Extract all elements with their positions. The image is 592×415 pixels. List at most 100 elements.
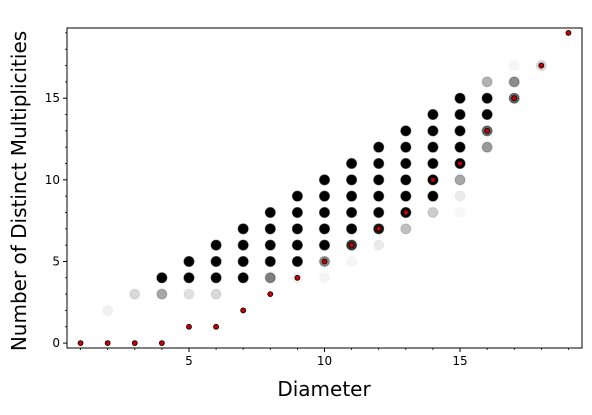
gray-data-point	[237, 272, 249, 284]
ticks-layer: 5 10 15 0 5 10 15	[45, 32, 569, 368]
gray-data-point	[156, 272, 168, 284]
gray-data-point	[400, 125, 412, 137]
red-data-point	[321, 258, 328, 265]
gray-data-point	[237, 239, 249, 251]
gray-data-point	[427, 158, 439, 170]
gray-data-point	[183, 288, 195, 300]
red-data-point	[294, 274, 301, 281]
red-data-point	[484, 127, 491, 134]
gray-data-point	[508, 76, 520, 88]
x-tick-label: 10	[317, 354, 332, 368]
gray-data-point	[509, 60, 520, 71]
gray-data-point	[454, 174, 466, 186]
x-axis-label: Diameter	[277, 377, 371, 401]
gray-data-point	[481, 76, 493, 88]
red-data-point	[267, 291, 274, 298]
red-data-point	[538, 62, 545, 69]
gray-data-point	[346, 206, 358, 218]
gray-data-point	[427, 125, 439, 137]
gray-data-point	[373, 206, 385, 218]
gray-data-point	[319, 190, 330, 202]
gray-data-point	[454, 109, 466, 121]
gray-data-point	[291, 190, 303, 202]
gray-data-point	[454, 141, 466, 153]
gray-data-point	[102, 305, 113, 316]
red-data-point	[430, 176, 436, 183]
red-data-point	[511, 95, 518, 102]
gray-data-point	[481, 141, 493, 153]
red-data-point	[158, 340, 165, 347]
gray-data-point	[346, 174, 358, 186]
gray-data-point	[210, 239, 222, 251]
red-data-point	[565, 29, 572, 36]
gray-data-point	[346, 190, 358, 202]
gray-data-point	[129, 288, 141, 300]
red-data-point	[104, 340, 111, 347]
gray-data-point	[454, 125, 466, 137]
gray-data-point	[183, 272, 195, 284]
x-tick-label: 15	[452, 354, 467, 368]
gray-data-point	[346, 223, 358, 235]
gray-data-point	[210, 288, 222, 300]
red-data-point	[348, 242, 355, 249]
gray-data-point	[427, 190, 439, 202]
gray-data-point	[400, 190, 412, 202]
y-tick-label: 5	[52, 254, 60, 268]
gray-data-point	[319, 239, 330, 251]
gray-data-point	[210, 255, 222, 267]
red-data-point	[457, 160, 463, 167]
gray-data-point	[264, 223, 276, 235]
y-axis-label: Number of Distinct Multiplicities	[7, 31, 31, 351]
red-data-point	[402, 209, 409, 216]
points-layer	[77, 29, 572, 347]
gray-data-point	[319, 223, 330, 235]
gray-data-point	[346, 158, 358, 170]
plot-frame	[66, 27, 583, 349]
gray-data-point	[400, 158, 412, 170]
gray-data-point	[454, 92, 466, 104]
gray-data-point	[264, 206, 276, 218]
gray-data-point	[237, 223, 249, 235]
y-tick-label: 15	[45, 91, 60, 105]
red-data-point	[186, 323, 192, 330]
x-tick-label: 5	[185, 354, 193, 368]
red-data-point	[213, 323, 219, 330]
gray-data-point	[156, 288, 168, 300]
gray-data-point	[481, 92, 493, 104]
gray-data-point	[346, 256, 357, 267]
gray-data-point	[373, 239, 385, 251]
gray-data-point	[454, 190, 466, 202]
gray-data-point	[427, 206, 439, 218]
y-tick-label: 10	[45, 173, 60, 187]
gray-data-point	[210, 272, 222, 284]
gray-data-point	[427, 141, 439, 153]
gray-data-point	[291, 255, 303, 267]
gray-data-point	[400, 223, 412, 235]
gray-data-point	[455, 207, 465, 217]
gray-data-point	[264, 239, 276, 251]
gray-data-point	[264, 255, 276, 267]
gray-data-point	[373, 190, 385, 202]
gray-data-point	[400, 141, 412, 153]
gray-data-point	[291, 206, 303, 218]
y-tick-label: 0	[52, 336, 60, 350]
gray-data-point	[373, 158, 385, 170]
axes-layer	[66, 27, 583, 349]
gray-data-point	[319, 206, 330, 218]
gray-data-point	[319, 174, 330, 186]
gray-data-point	[291, 223, 303, 235]
red-data-point	[375, 225, 382, 232]
red-data-point	[240, 307, 247, 314]
gray-data-point	[319, 272, 330, 283]
gray-data-point	[427, 109, 439, 121]
gray-data-point	[237, 255, 249, 267]
gray-data-point	[291, 239, 303, 251]
gray-data-point	[183, 255, 195, 267]
gray-data-point	[400, 174, 412, 186]
gray-data-point	[373, 174, 385, 186]
gray-data-point	[373, 141, 385, 153]
red-data-point	[77, 340, 84, 347]
gray-data-point	[264, 272, 276, 284]
